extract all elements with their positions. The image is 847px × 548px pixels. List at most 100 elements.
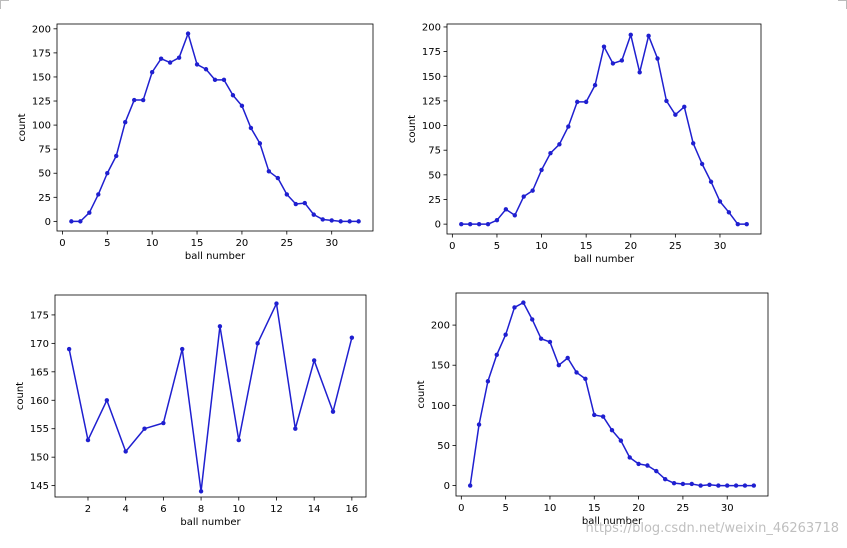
x-tick-label: 14 <box>308 504 321 515</box>
x-axis-label: ball number <box>582 516 643 527</box>
watermark-text: https://blog.csdn.net/weixin_46263718 <box>585 521 839 536</box>
data-point <box>726 210 732 215</box>
plot-frame <box>446 23 762 235</box>
data-point <box>539 167 544 173</box>
data-point <box>104 398 110 403</box>
data-point <box>583 376 588 382</box>
y-tick-label: 75 <box>428 146 441 157</box>
data-point <box>575 99 580 105</box>
data-point <box>257 141 263 146</box>
data-point <box>662 476 668 482</box>
data-point <box>69 219 74 224</box>
corner-mark-right <box>838 0 847 9</box>
data-point <box>512 305 517 310</box>
y-tick-label: 150 <box>422 72 441 83</box>
y-tick-label: 200 <box>422 22 441 33</box>
data-point <box>682 104 687 110</box>
x-tick-label: 16 <box>345 504 358 515</box>
x-tick-label: 12 <box>270 504 283 515</box>
y-tick-label: 200 <box>32 24 51 35</box>
x-tick-label: 5 <box>494 241 500 252</box>
data-point <box>356 219 361 224</box>
data-point <box>274 301 279 306</box>
data-point <box>105 171 110 176</box>
plot-frame <box>455 292 769 497</box>
series-line <box>469 301 754 487</box>
x-tick-label: 15 <box>191 238 204 249</box>
data-point <box>236 437 241 443</box>
y-tick-label: 150 <box>431 361 450 372</box>
y-tick-label: 0 <box>444 481 450 492</box>
data-point <box>266 169 272 174</box>
data-point <box>284 192 290 197</box>
data-point <box>293 201 298 207</box>
y-tick-label: 50 <box>428 170 441 181</box>
y-axis-label: count <box>416 380 427 408</box>
data-point <box>123 120 128 125</box>
y-tick-label: 175 <box>422 47 441 58</box>
data-point <box>194 62 200 67</box>
data-point <box>512 213 517 218</box>
x-tick-label: 20 <box>236 238 249 249</box>
data-point <box>664 98 669 104</box>
y-axis-label: count <box>17 113 28 141</box>
data-point <box>503 207 509 212</box>
data-point <box>96 192 101 197</box>
data-point <box>255 341 260 346</box>
data-point <box>347 219 352 224</box>
data-point <box>548 150 553 156</box>
corner-mark-left <box>0 0 9 9</box>
data-point <box>655 56 660 61</box>
data-point <box>212 77 218 83</box>
data-point <box>637 70 642 75</box>
y-tick-label: 160 <box>30 396 49 407</box>
series-line <box>68 302 353 493</box>
data-point <box>467 483 473 488</box>
data-point <box>66 346 72 352</box>
data-point <box>140 97 146 103</box>
data-point <box>717 199 723 204</box>
data-point <box>320 217 325 222</box>
data-point <box>161 420 166 426</box>
series-line <box>71 32 359 223</box>
x-tick-label: 10 <box>232 504 245 515</box>
data-point <box>311 212 316 217</box>
y-tick-label: 100 <box>422 121 441 132</box>
data-point <box>176 55 182 60</box>
data-point <box>149 69 155 75</box>
data-point <box>707 482 712 487</box>
data-point <box>654 468 659 474</box>
data-point <box>671 480 677 486</box>
y-tick-label: 150 <box>30 453 49 464</box>
x-tick-label: 15 <box>580 241 593 252</box>
data-point <box>311 358 317 363</box>
y-tick-label: 25 <box>428 195 441 206</box>
plot-frame <box>56 23 374 232</box>
data-point <box>248 125 254 131</box>
x-axis-label: ball number <box>185 251 246 262</box>
data-point <box>167 60 173 65</box>
data-point <box>592 412 597 418</box>
data-point <box>329 218 334 223</box>
data-point <box>744 221 749 227</box>
y-tick-label: 155 <box>30 424 49 435</box>
series-line <box>461 34 747 225</box>
data-point <box>601 44 607 49</box>
data-point <box>530 188 535 193</box>
data-point <box>338 219 343 224</box>
data-point <box>733 483 739 488</box>
x-tick-label: 2 <box>85 504 91 515</box>
data-point <box>217 324 223 329</box>
y-tick-label: 100 <box>431 401 450 412</box>
x-tick-label: 15 <box>588 503 601 514</box>
y-tick-label: 125 <box>422 96 441 107</box>
x-axis-label: ball number <box>574 254 635 265</box>
data-point <box>459 221 464 227</box>
x-tick-label: 25 <box>669 241 682 252</box>
chart-3: 2 4 6 8 10 12 14 16 145 150 155 160 165 170 175 ball nu… <box>15 294 367 528</box>
data-point <box>619 58 625 63</box>
data-point <box>494 217 500 223</box>
y-tick-label: 170 <box>30 339 49 350</box>
data-point <box>476 422 482 427</box>
